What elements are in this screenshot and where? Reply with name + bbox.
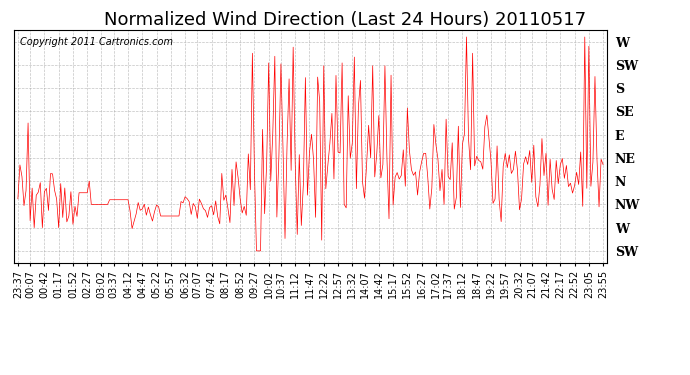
Text: Copyright 2011 Cartronics.com: Copyright 2011 Cartronics.com: [20, 37, 172, 47]
Text: Normalized Wind Direction (Last 24 Hours) 20110517: Normalized Wind Direction (Last 24 Hours…: [104, 11, 586, 29]
